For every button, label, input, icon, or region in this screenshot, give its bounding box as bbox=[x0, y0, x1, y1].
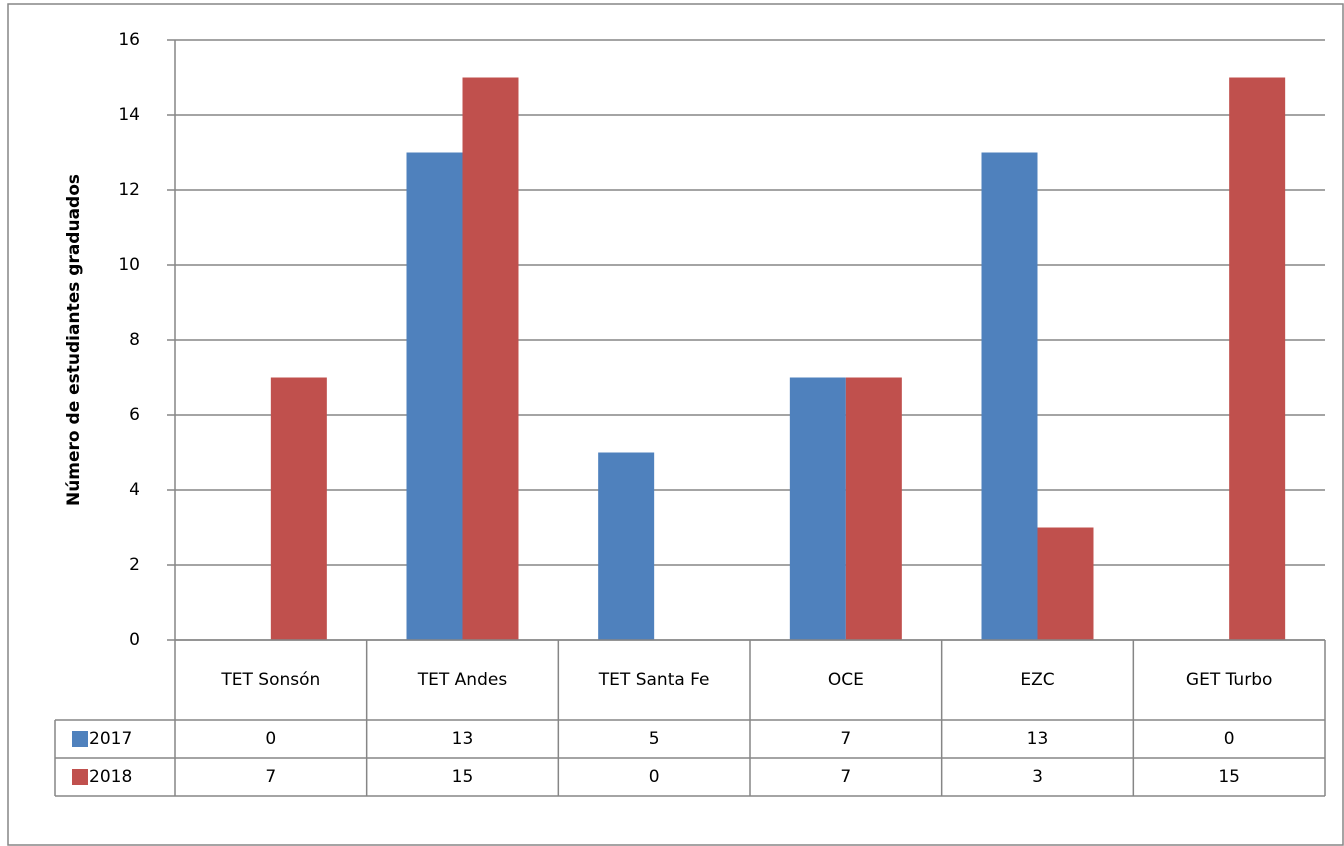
legend-key bbox=[72, 731, 88, 747]
legend-label: 2018 bbox=[89, 767, 132, 787]
table-value: 13 bbox=[1027, 729, 1049, 749]
table-value: 7 bbox=[265, 767, 276, 787]
legend-label: 2017 bbox=[89, 729, 132, 749]
bar bbox=[1037, 527, 1094, 640]
bar bbox=[270, 377, 327, 640]
table-value: 7 bbox=[840, 767, 851, 787]
y-tick-label: 6 bbox=[129, 405, 140, 425]
table-value: 0 bbox=[649, 767, 660, 787]
x-tick-label-box: GET Turbo bbox=[1185, 670, 1273, 690]
table-value: 13 bbox=[452, 729, 474, 749]
x-tick-label: TET Sonsón bbox=[221, 670, 321, 690]
y-tick-label: 10 bbox=[118, 255, 140, 275]
bar bbox=[789, 377, 846, 640]
y-tick-label: 0 bbox=[129, 630, 140, 650]
y-axis-title: Número de estudiantes graduados bbox=[64, 174, 84, 506]
table-value: 3 bbox=[1032, 767, 1043, 787]
x-tick-label-box: TET Andes bbox=[417, 670, 508, 690]
table-value: 15 bbox=[452, 767, 474, 787]
table-value: 0 bbox=[265, 729, 276, 749]
y-tick-label: 12 bbox=[118, 180, 140, 200]
bar bbox=[845, 377, 902, 640]
bar bbox=[981, 152, 1038, 640]
y-tick-label: 14 bbox=[118, 105, 140, 125]
x-tick-label-box: TET Sonsón bbox=[221, 670, 321, 690]
x-tick-label: OCE bbox=[827, 670, 864, 690]
x-tick-label: TET Andes bbox=[417, 670, 508, 690]
bar bbox=[598, 452, 655, 640]
x-tick-label: TET Santa Fe bbox=[598, 670, 710, 690]
x-tick-label: GET Turbo bbox=[1185, 670, 1273, 690]
legend-key bbox=[72, 769, 88, 785]
chart-frame bbox=[7, 3, 1344, 846]
y-tick-label: 2 bbox=[129, 555, 140, 575]
table-value: 7 bbox=[840, 729, 851, 749]
table-value: 5 bbox=[649, 729, 660, 749]
x-tick-label-box: EZC bbox=[1020, 670, 1055, 690]
bar bbox=[1229, 77, 1286, 640]
x-tick-label-box: OCE bbox=[827, 670, 864, 690]
x-tick-label-box: TET Santa Fe bbox=[598, 670, 710, 690]
y-tick-label: 8 bbox=[129, 330, 140, 350]
y-tick-label: 16 bbox=[118, 30, 140, 50]
bar bbox=[462, 77, 519, 640]
table-value: 15 bbox=[1218, 767, 1240, 787]
y-tick-label: 4 bbox=[129, 480, 140, 500]
bar bbox=[406, 152, 463, 640]
table-value: 0 bbox=[1224, 729, 1235, 749]
x-tick-label: EZC bbox=[1020, 670, 1055, 690]
